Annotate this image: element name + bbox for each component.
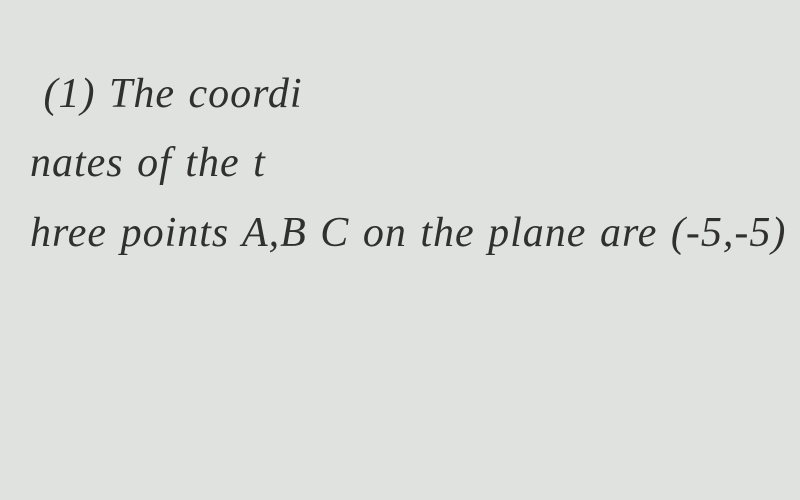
text-line-1: (1) The coordi <box>30 60 770 129</box>
text-line-3: hree points A,B C on the plane are (-5,-… <box>30 199 770 268</box>
text-line-2: nates of the t <box>30 129 770 198</box>
document-content: (1) The coordi nates of the t hree point… <box>0 0 800 298</box>
